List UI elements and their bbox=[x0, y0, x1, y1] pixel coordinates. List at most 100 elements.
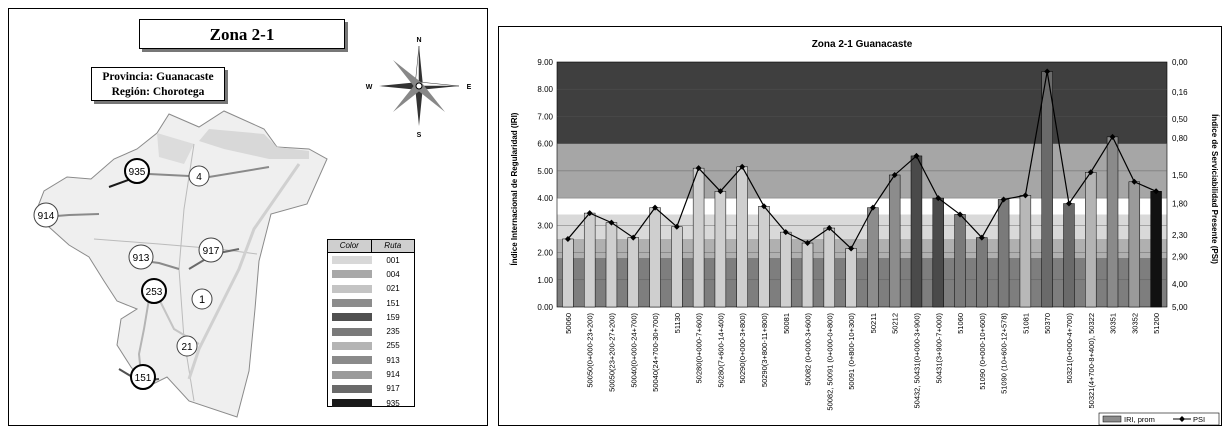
x-tick-label: 50432, 50431(0+000-3+900) bbox=[912, 313, 921, 409]
psi-band bbox=[557, 214, 1167, 239]
route-color-swatch bbox=[332, 384, 372, 393]
x-tick-label: 50321(4+700-8+400), 50322 bbox=[1087, 313, 1096, 409]
compass-e: E bbox=[467, 84, 472, 91]
iri-bar bbox=[649, 207, 661, 308]
route-code: 913 bbox=[386, 355, 400, 365]
route-legend-row: 917 bbox=[328, 382, 414, 396]
iri-bar bbox=[1085, 172, 1097, 308]
legend-iri-swatch bbox=[1102, 415, 1122, 423]
iri-bar bbox=[1063, 203, 1075, 308]
psi-point bbox=[782, 229, 789, 236]
svg-text:914: 914 bbox=[38, 211, 55, 222]
iri-bar bbox=[1150, 191, 1162, 308]
iri-bar bbox=[910, 155, 923, 308]
road-1 bbox=[187, 163, 301, 380]
iri-bar bbox=[758, 206, 770, 308]
iri-bar bbox=[867, 207, 879, 308]
legend-psi-marker bbox=[1179, 416, 1185, 422]
y-tick-label: 7.00 bbox=[537, 112, 553, 121]
psi-point bbox=[804, 240, 811, 247]
x-tick-label: 50082, 50091 (0+000-0+800) bbox=[825, 313, 834, 411]
y2-tick-label: 1,80 bbox=[1172, 200, 1188, 209]
psi-point bbox=[848, 245, 855, 252]
x-tick-label: 50091 (0+800-10+300) bbox=[847, 312, 856, 389]
psi-point bbox=[1065, 200, 1072, 207]
y-axis-label: Índice Internacional de Regularidad (IRI… bbox=[510, 112, 519, 265]
iri-bar bbox=[780, 231, 792, 308]
y-ticks: 0.00 1.00 2.00 3.00 4.00 5.00 6.00 7.00 8.00 9.00 bbox=[537, 58, 553, 312]
iri-bar bbox=[976, 237, 988, 308]
psi-point bbox=[652, 204, 659, 211]
y-tick-label: 4.00 bbox=[537, 194, 553, 203]
svg-text:151: 151 bbox=[135, 373, 152, 384]
route-code: 001 bbox=[386, 255, 400, 265]
y-tick-label: 9.00 bbox=[537, 58, 553, 67]
y2-axis-label: Índice de Serviciabilidad Presente (PSI) bbox=[1210, 114, 1219, 264]
psi-line bbox=[564, 68, 1160, 252]
route-code: 255 bbox=[386, 341, 400, 351]
road-253 bbox=[137, 298, 150, 375]
province-label: Provincia: Guanacaste bbox=[102, 71, 214, 83]
iri-bar bbox=[954, 214, 966, 308]
route-color-swatch bbox=[332, 356, 372, 365]
route-code: 235 bbox=[386, 327, 400, 337]
chart-panel: Zona 2-1 Guanacaste Índice Internacional… bbox=[498, 26, 1222, 426]
route-color-swatch bbox=[332, 341, 372, 350]
psi-band bbox=[557, 238, 1167, 258]
psi-point bbox=[673, 223, 680, 230]
psi-point bbox=[608, 219, 615, 226]
route-code: 151 bbox=[386, 298, 400, 308]
legend-iri-label: IRI, prom bbox=[1124, 415, 1155, 424]
y2-tick-label: 2,30 bbox=[1172, 231, 1188, 240]
psi-point bbox=[957, 211, 964, 218]
x-tick-label: 30352 bbox=[1130, 313, 1139, 334]
iri-bar bbox=[1106, 136, 1119, 308]
route-legend-row: 255 bbox=[328, 339, 414, 353]
x-tick-label: 50280(0+000-7+600) bbox=[695, 313, 704, 384]
psi-bands bbox=[556, 61, 1168, 308]
legend-psi-label: PSI bbox=[1193, 415, 1205, 424]
psi-point bbox=[630, 234, 637, 241]
map-shade bbox=[199, 129, 309, 159]
x-tick-label: 50290(0+000-3+800) bbox=[738, 313, 747, 384]
route-legend: Color Ruta 001 004 021 151 159 235 255 913 914 91… bbox=[327, 239, 415, 408]
psi-point bbox=[586, 210, 593, 217]
psi-point bbox=[695, 165, 702, 172]
route-label-935: 935 bbox=[124, 158, 150, 184]
route-legend-row: 004 bbox=[328, 267, 414, 281]
psi-point bbox=[1044, 68, 1051, 75]
map-title: Zona 2-1 bbox=[139, 19, 345, 49]
x-tick-label: 51060 bbox=[956, 313, 965, 334]
chart-legend: IRI, prom PSI bbox=[1098, 412, 1220, 426]
route-code: 004 bbox=[386, 269, 400, 279]
iri-bar bbox=[1128, 181, 1141, 308]
route-legend-row: 235 bbox=[328, 324, 414, 338]
psi-point bbox=[935, 195, 942, 202]
route-label-1: 1 bbox=[191, 288, 213, 310]
x-tick-label: 50060 bbox=[564, 313, 573, 334]
route-legend-row: 151 bbox=[328, 296, 414, 310]
psi-point bbox=[869, 204, 876, 211]
x-ticks: 50060 50050(0+000-23+200) 50050(23+200-27+… bbox=[564, 312, 1161, 410]
psi-point bbox=[760, 203, 767, 210]
iri-bar bbox=[1019, 195, 1032, 308]
psi-point bbox=[1000, 196, 1007, 203]
route-label-4: 4 bbox=[188, 165, 210, 187]
x-tick-label: 50050(0+000-23+200) bbox=[586, 313, 595, 388]
chart-title: Zona 2-1 Guanacaste bbox=[812, 39, 913, 50]
y2-tick-label: 2,90 bbox=[1172, 253, 1188, 262]
iri-bar bbox=[583, 212, 596, 308]
district-border bbox=[93, 238, 258, 255]
iri-bar bbox=[562, 238, 574, 308]
x-tick-label: 51081 bbox=[1021, 313, 1030, 334]
psi-point bbox=[891, 171, 898, 178]
route-label-21: 21 bbox=[176, 335, 198, 357]
psi-point bbox=[1153, 188, 1160, 195]
route-code: 914 bbox=[386, 370, 400, 380]
iri-bar bbox=[801, 242, 814, 308]
route-color-swatch bbox=[332, 270, 372, 279]
psi-point bbox=[913, 152, 920, 159]
y-tick-label: 3.00 bbox=[537, 221, 553, 230]
province-box: Provincia: Guanacaste Región: Chorotega bbox=[91, 67, 225, 101]
psi-point bbox=[1087, 169, 1094, 176]
